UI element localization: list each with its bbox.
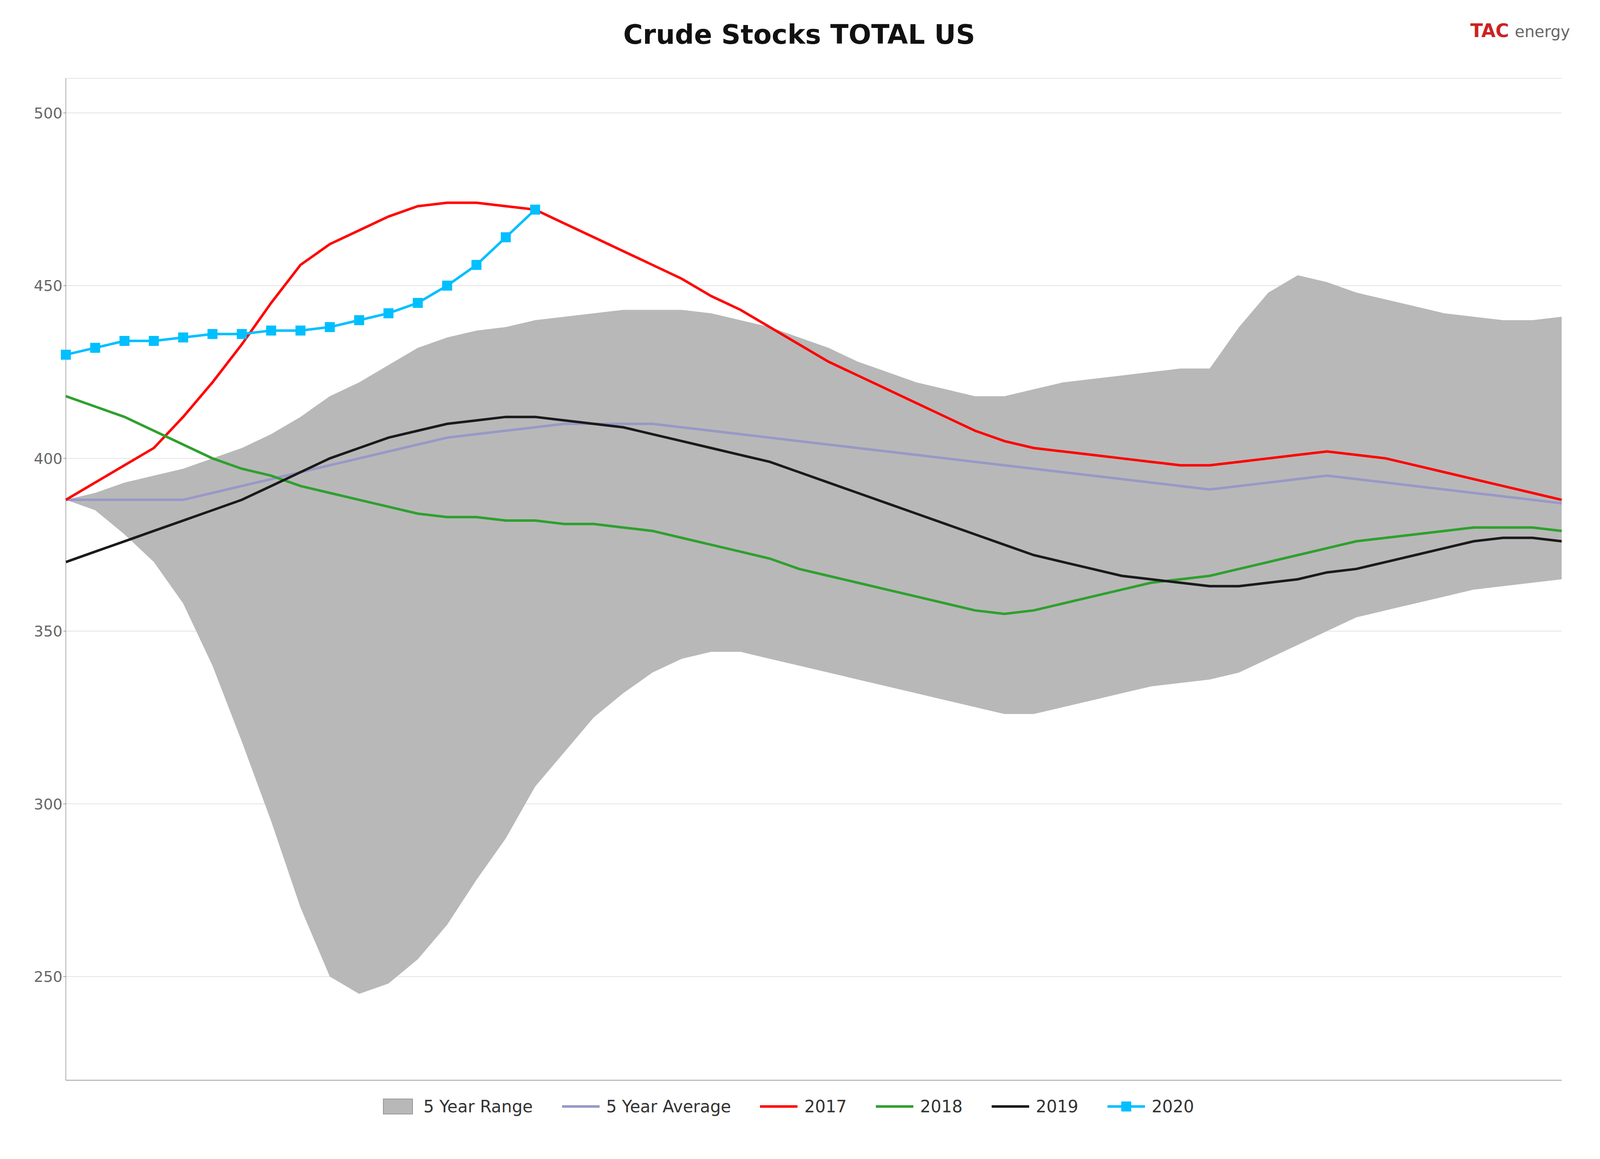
html-text:Crude Stocks TOTAL US: Crude Stocks TOTAL US (623, 19, 976, 50)
html-text:2018: 2018 (920, 1096, 963, 1116)
svg-text:450: 450 (33, 277, 63, 295)
svg-text:250: 250 (33, 967, 63, 985)
svg-text:400: 400 (33, 450, 63, 468)
html-text:5 Year Average: 5 Year Average (606, 1096, 732, 1116)
svg-text:350: 350 (33, 622, 63, 640)
html-text:5 Year Range: 5 Year Range (423, 1096, 533, 1116)
html-text:2019: 2019 (1035, 1096, 1079, 1116)
svg-text:300: 300 (33, 795, 63, 813)
html-text:TAC energy: TAC energy (1470, 20, 1570, 42)
html-text:2017: 2017 (804, 1096, 847, 1116)
svg-text:500: 500 (33, 104, 63, 122)
html-text:2020: 2020 (1151, 1096, 1195, 1116)
